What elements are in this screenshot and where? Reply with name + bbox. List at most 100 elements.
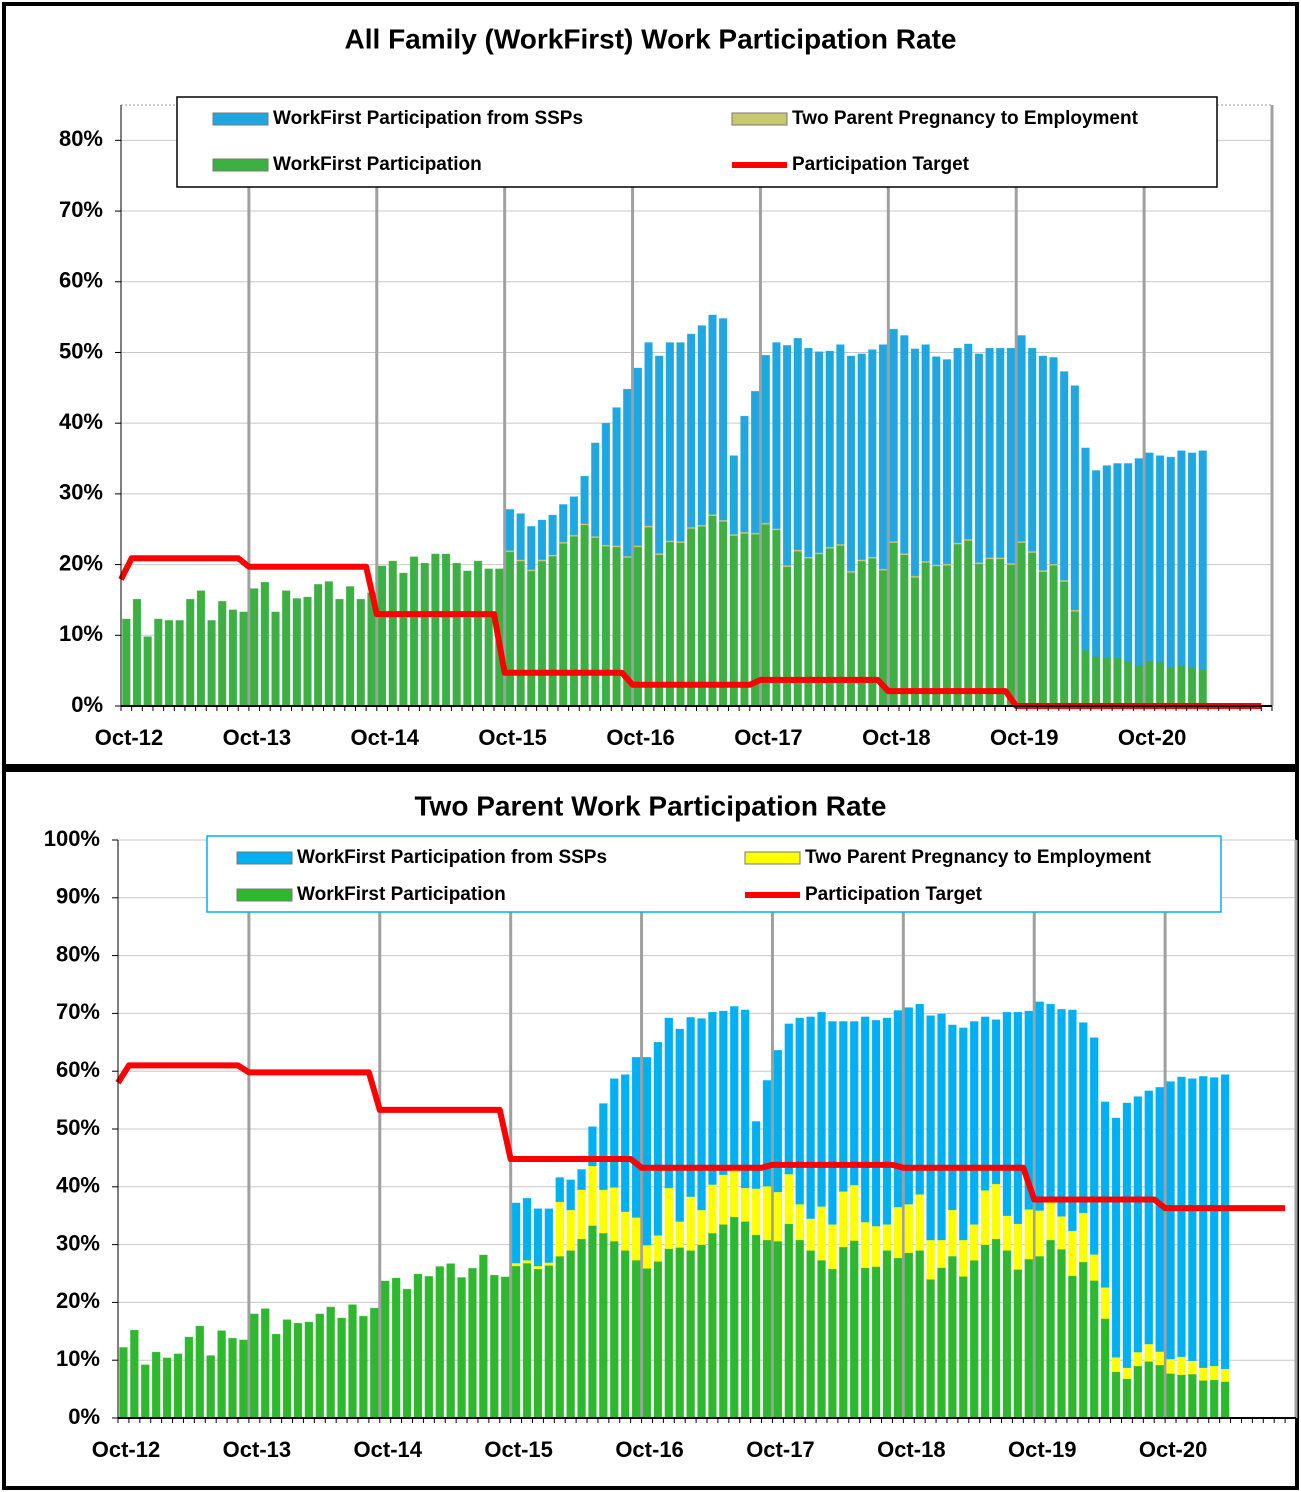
bar-segment	[1134, 458, 1143, 666]
bar-segment	[889, 328, 898, 542]
bar-segment	[730, 1006, 739, 1169]
bar-segment	[784, 1023, 794, 1175]
bar-segment	[1155, 455, 1165, 663]
legend-label: Participation Target	[805, 884, 983, 905]
bar-segment	[335, 598, 344, 707]
bar-segment	[904, 1007, 914, 1205]
legend-label: Two Parent Pregnancy to Employment	[805, 847, 1152, 868]
bar-segment	[1035, 1210, 1044, 1257]
bar-segment	[484, 568, 493, 707]
y-tick-label: 20%	[56, 1288, 100, 1313]
bar-segment	[1145, 452, 1154, 662]
bar-segment	[782, 566, 792, 707]
bar-segment	[370, 1307, 379, 1419]
bar-segment	[893, 1010, 903, 1208]
bar-segment	[828, 1224, 837, 1270]
bar-segment	[974, 563, 984, 707]
x-tick-label: Oct-17	[746, 1437, 814, 1462]
bar-segment	[1092, 656, 1101, 707]
legend-swatch	[212, 112, 269, 126]
bar-segment	[1188, 1360, 1197, 1375]
bar-segment	[119, 1347, 128, 1419]
bar-segment	[860, 1221, 870, 1269]
bar-segment	[795, 1203, 804, 1241]
bar-segment	[846, 355, 856, 572]
bar-segment	[533, 1208, 543, 1267]
bar-segment	[991, 1238, 1001, 1419]
bar-segment	[740, 533, 749, 707]
bar-segment	[620, 1074, 630, 1212]
y-tick-label: 50%	[56, 1115, 100, 1140]
bar-segment	[599, 1103, 608, 1190]
bar-segment	[431, 553, 440, 707]
bar-segment	[1111, 1371, 1121, 1419]
bar-segment	[730, 1167, 739, 1218]
bar-segment	[580, 524, 589, 707]
x-tick-label: Oct-13	[223, 725, 291, 750]
bar-segment	[817, 1259, 826, 1419]
bar-segment	[985, 347, 994, 558]
bar-segment	[304, 1321, 314, 1419]
bar-segment	[1100, 1287, 1110, 1319]
bar-segment	[697, 1209, 706, 1245]
bar-segment	[1177, 1374, 1186, 1419]
y-tick-label: 0%	[71, 692, 103, 717]
bar-segment	[761, 354, 770, 524]
bar-segment	[610, 1187, 619, 1242]
bar-segment	[260, 581, 270, 707]
bar-segment	[806, 1250, 815, 1419]
bar-segment	[555, 1255, 564, 1419]
bar-segment	[806, 1016, 815, 1219]
bar-segment	[985, 558, 994, 707]
bar-segment	[1057, 1248, 1066, 1419]
bar-segment	[207, 620, 216, 707]
bar-segment	[915, 1194, 924, 1251]
bar-segment	[773, 1240, 783, 1419]
bar-segment	[850, 1240, 859, 1419]
bar-segment	[1122, 1367, 1132, 1379]
bar-segment	[1166, 456, 1175, 668]
y-tick-label: 90%	[56, 884, 100, 909]
bar-segment	[631, 1057, 641, 1218]
bar-segment	[559, 543, 568, 707]
x-tick-label: Oct-18	[877, 1437, 945, 1462]
bar-segment	[686, 1250, 695, 1419]
bar-segment	[441, 553, 451, 707]
bar-segment	[708, 1184, 717, 1234]
bar-segment	[522, 1259, 532, 1264]
bar-segment	[463, 570, 472, 707]
bar-segment	[893, 1257, 903, 1419]
bar-segment	[1046, 1239, 1055, 1419]
bar-segment	[642, 1244, 652, 1269]
bar-segment	[817, 1011, 826, 1207]
bar-segment	[162, 1357, 172, 1419]
bar-segment	[388, 560, 397, 707]
chart-panel: All Family (WorkFirst) Work Participatio…	[2, 2, 1299, 768]
bar-segment	[1081, 649, 1090, 707]
bar-segment	[1123, 660, 1133, 707]
legend-swatch	[744, 851, 801, 865]
bar-segment	[522, 1262, 532, 1419]
bar-segment	[980, 1016, 990, 1191]
bar-segment	[729, 535, 738, 707]
legend-label: Participation Target	[792, 154, 970, 175]
bar-segment	[970, 1224, 979, 1261]
bar-segment	[282, 590, 291, 707]
bar-segment	[1100, 1318, 1110, 1419]
bar-segment	[1133, 1351, 1143, 1367]
bar-segment	[326, 1306, 335, 1419]
x-tick-label: Oct-14	[351, 725, 420, 750]
bar-segment	[814, 351, 824, 553]
bar-segment	[644, 526, 653, 707]
bar-segment	[697, 1244, 706, 1419]
bar-segment	[953, 543, 962, 707]
bar-segment	[1060, 371, 1069, 581]
bar-segment	[740, 415, 749, 533]
bar-segment	[1102, 657, 1111, 707]
bar-segment	[173, 1353, 183, 1419]
bar-segment	[644, 342, 653, 527]
bar-segment	[675, 1221, 684, 1248]
bar-segment	[1155, 1364, 1164, 1419]
bar-segment	[1024, 1209, 1033, 1260]
